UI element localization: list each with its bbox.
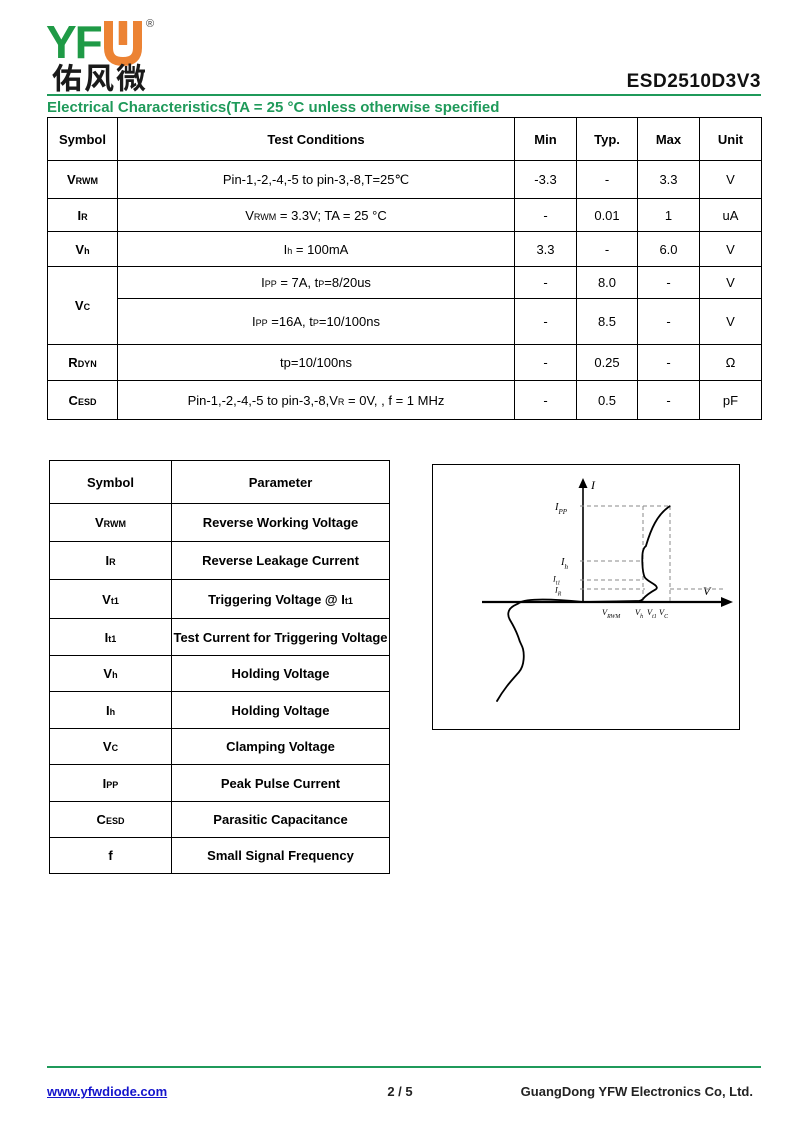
svg-text:IR: IR [554, 586, 562, 598]
svg-text:V: V [703, 584, 712, 598]
svg-text:VRWM: VRWM [602, 608, 621, 620]
svg-text:®: ® [146, 18, 154, 30]
svg-text:VC: VC [659, 608, 668, 620]
svg-text:Vh: Vh [635, 608, 643, 620]
svg-text:Vt1: Vt1 [647, 608, 657, 620]
svg-text:IPP: IPP [554, 502, 568, 516]
svg-text:I: I [590, 478, 596, 492]
svg-text:佑风微: 佑风微 [52, 54, 148, 95]
svg-text:Ih: Ih [560, 557, 569, 571]
